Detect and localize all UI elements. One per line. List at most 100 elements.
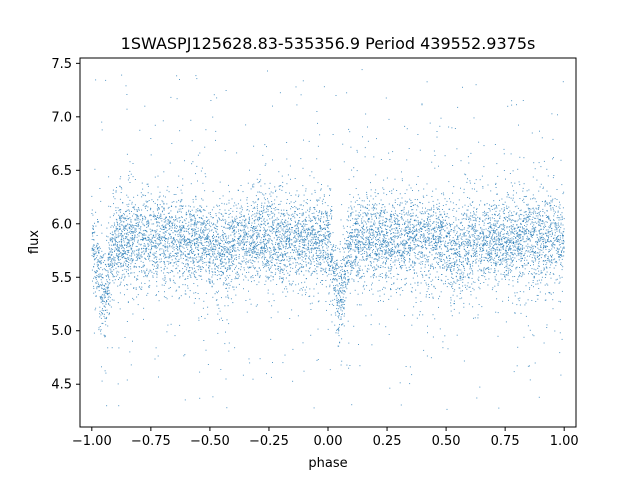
data-point (414, 229, 416, 231)
data-point (386, 252, 388, 254)
data-point (205, 237, 207, 239)
data-point (405, 282, 407, 284)
data-point (151, 240, 153, 242)
data-point (532, 231, 534, 232)
data-point (485, 235, 487, 237)
data-point (233, 205, 235, 207)
data-point (327, 222, 329, 224)
data-point (334, 287, 336, 289)
data-point (236, 217, 238, 219)
data-point (195, 246, 197, 248)
data-point (306, 286, 307, 288)
data-point (540, 225, 542, 227)
data-point (481, 270, 483, 272)
data-point (498, 259, 500, 261)
data-point (110, 254, 112, 256)
data-point (100, 296, 102, 298)
data-point (395, 259, 397, 261)
data-point (364, 206, 366, 208)
data-point (516, 220, 518, 222)
data-point (476, 243, 478, 245)
data-point (297, 293, 299, 294)
data-point (145, 239, 147, 241)
data-point (372, 241, 374, 243)
data-point (251, 222, 253, 224)
data-point (114, 198, 116, 200)
data-point (243, 269, 245, 271)
data-point (476, 258, 478, 260)
data-point (528, 230, 530, 232)
data-point (337, 247, 339, 249)
data-point (163, 267, 165, 269)
data-point (546, 232, 548, 234)
data-point (176, 75, 178, 77)
data-point (299, 234, 300, 236)
data-point (562, 207, 564, 209)
data-point (517, 346, 519, 348)
data-point (265, 264, 267, 266)
data-point (251, 259, 253, 261)
data-point (550, 235, 552, 237)
data-point (422, 314, 424, 316)
data-point (214, 293, 216, 295)
data-point (227, 237, 229, 239)
data-point (320, 241, 322, 242)
data-point (431, 263, 433, 265)
data-point (391, 249, 393, 251)
data-point (319, 134, 321, 136)
data-point (476, 252, 478, 254)
data-point (474, 216, 476, 218)
data-point (512, 232, 514, 234)
data-point (554, 223, 556, 225)
data-point (373, 270, 374, 272)
data-point (510, 240, 512, 242)
data-point (427, 225, 429, 227)
data-point (347, 280, 349, 282)
data-point (224, 258, 226, 260)
data-point (118, 262, 120, 263)
data-point (117, 234, 119, 236)
data-point (284, 246, 286, 248)
data-point (153, 272, 155, 274)
data-point (189, 270, 191, 271)
data-point (215, 299, 217, 301)
data-point (530, 246, 532, 248)
data-point (330, 252, 332, 254)
data-point (200, 170, 202, 172)
data-point (120, 252, 122, 254)
data-point (297, 315, 299, 317)
data-point (324, 202, 326, 204)
data-point (189, 244, 191, 246)
data-point (195, 173, 196, 175)
data-point (185, 230, 187, 232)
data-point (395, 289, 397, 290)
data-point (424, 254, 425, 256)
data-point (409, 250, 411, 252)
data-point (215, 241, 217, 243)
data-point (216, 241, 218, 243)
data-point (160, 258, 162, 260)
data-point (404, 245, 406, 247)
data-point (128, 262, 130, 263)
data-point (182, 268, 184, 270)
data-point (366, 191, 368, 193)
data-point (198, 260, 200, 262)
data-point (386, 281, 388, 283)
data-point (380, 250, 382, 252)
data-point (101, 277, 103, 279)
data-point (93, 292, 95, 294)
data-point (160, 266, 162, 268)
data-point (296, 240, 298, 242)
data-point (309, 252, 311, 254)
data-point (531, 132, 533, 134)
data-point (282, 247, 284, 249)
data-point (175, 258, 177, 260)
data-point (170, 96, 172, 98)
data-point (445, 204, 447, 206)
data-point (158, 217, 159, 219)
data-point (453, 216, 455, 217)
data-point (324, 234, 325, 236)
data-point (283, 215, 285, 217)
data-point (529, 210, 531, 212)
data-point (327, 239, 329, 240)
